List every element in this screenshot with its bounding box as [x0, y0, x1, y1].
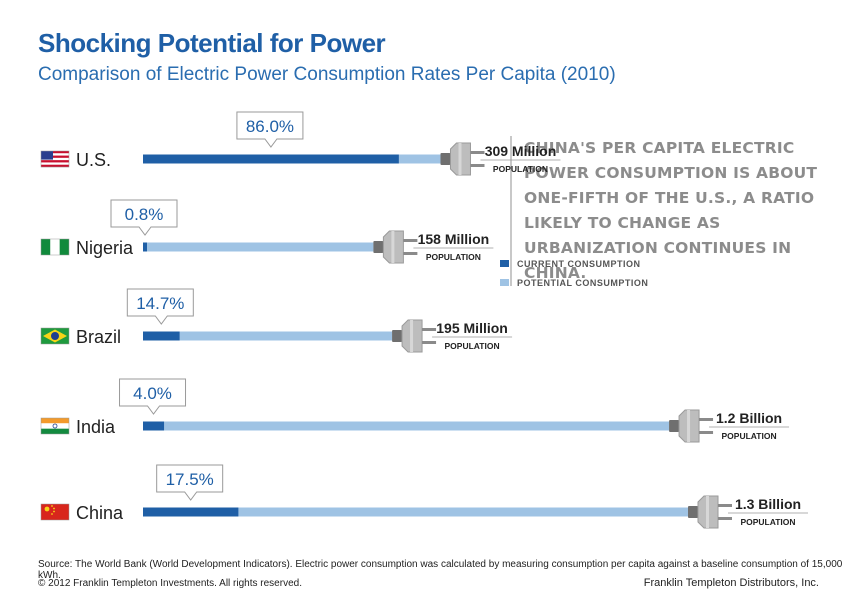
copyright-note: © 2012 Franklin Templeton Investments. A…: [38, 578, 302, 589]
company-name: Franklin Templeton Distributors, Inc.: [643, 577, 819, 589]
population-caption: POPULATION: [722, 431, 777, 441]
potential-bar: [143, 242, 374, 252]
india-flag-icon: [40, 417, 70, 435]
chart-area: U.S. 309 Million POPULATION 86.0% Nigeria 158…: [40, 111, 808, 529]
category-label: Nigeria: [76, 238, 134, 258]
category-label: U.S.: [76, 150, 111, 170]
brazil-flag-icon: [40, 327, 70, 345]
population-caption: POPULATION: [493, 164, 548, 174]
legend-item-current: CURRENT CONSUMPTION: [500, 254, 648, 273]
chart-title: Shocking Potential for Power: [38, 28, 386, 58]
legend-label-potential: POTENTIAL CONSUMPTION: [517, 277, 649, 288]
population-label: 158 Million: [418, 231, 490, 247]
legend-item-potential: POTENTIAL CONSUMPTION: [500, 273, 648, 292]
legend: CURRENT CONSUMPTION POTENTIAL CONSUMPTIO…: [500, 254, 648, 292]
value-callout-box: [236, 111, 304, 148]
current-bar: [143, 154, 399, 164]
potential-bar: [143, 421, 670, 431]
source-note: Source: The World Bank (World Developmen…: [38, 559, 843, 581]
legend-label-current: CURRENT CONSUMPTION: [517, 258, 641, 269]
us-flag-icon: [40, 150, 70, 168]
plug-icon: [688, 495, 732, 529]
value-callout-box: [126, 288, 194, 325]
chart-subtitle: Comparison of Electric Power Consumption…: [38, 64, 616, 85]
value-label: 0.8%: [125, 205, 164, 224]
plug-icon: [669, 409, 714, 443]
category-label: China: [76, 503, 124, 523]
value-label: 17.5%: [166, 470, 214, 489]
plug-icon: [373, 230, 418, 264]
population-label: 195 Million: [436, 320, 508, 336]
category-label: Brazil: [76, 327, 121, 347]
legend-swatch-current: [500, 260, 509, 267]
category-label: India: [76, 417, 116, 437]
value-callout-box: [119, 378, 187, 415]
potential-bar: [143, 507, 688, 517]
plug-icon: [392, 319, 437, 353]
current-bar: [143, 242, 147, 252]
population-label: 309 Million: [485, 143, 557, 159]
population-caption: POPULATION: [426, 252, 481, 262]
population-label: 1.2 Billion: [716, 410, 782, 426]
potential-bar: [143, 331, 393, 341]
nigeria-flag-icon: [40, 238, 70, 256]
legend-swatch-potential: [500, 279, 509, 286]
value-label: 86.0%: [246, 117, 294, 136]
china-flag-icon: [40, 503, 70, 521]
value-callout-box: [156, 464, 224, 501]
population-label: 1.3 Billion: [735, 496, 801, 512]
value-callout-box: [110, 199, 178, 236]
plug-icon: [440, 142, 485, 176]
current-bar: [143, 421, 165, 431]
current-bar: [143, 331, 180, 341]
value-label: 14.7%: [136, 294, 184, 313]
population-caption: POPULATION: [740, 517, 795, 527]
population-caption: POPULATION: [445, 341, 500, 351]
callout-text: China's per capita electric power consum…: [510, 136, 844, 286]
current-bar: [143, 507, 239, 517]
value-label: 4.0%: [133, 384, 172, 403]
